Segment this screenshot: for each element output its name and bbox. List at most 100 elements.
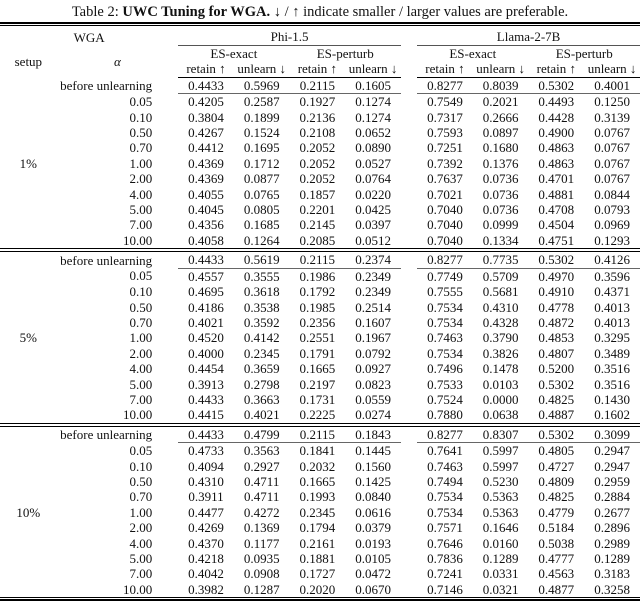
value-cell: 0.4433 (188, 391, 224, 407)
value-cell: 0.4711 (244, 489, 280, 505)
table-row: 0.10 0.3804 0.1899 0.2136 0.1274 0.7317 0.2666… (0, 110, 640, 125)
table-body: before unlearning 0.4433 0.5969 0.2115 0.160… (0, 77, 640, 597)
value-cell: 0.4887 (538, 407, 575, 423)
value-cell: 0.4520 (188, 330, 224, 346)
value-cell: 0.2349 (355, 284, 391, 300)
value-cell: 0.7534 (427, 299, 463, 315)
header-retain: retain ↑ (289, 61, 346, 78)
value-cell: 0.1967 (355, 330, 391, 346)
setup-cell (0, 171, 57, 186)
value-cell: 0.0638 (482, 407, 519, 423)
alpha-cell: 7.00 (129, 217, 153, 233)
value-cell: 0.4267 (188, 125, 224, 141)
value-cell: 0.4493 (538, 94, 575, 110)
group-gap-cell (401, 582, 417, 597)
value-cell: 0.7494 (427, 473, 463, 489)
value-cell: 0.4142 (243, 330, 280, 346)
value-cell: 0.0321 (482, 581, 519, 597)
value-cell: 0.2551 (299, 330, 336, 346)
value-cell: 0.4825 (538, 391, 575, 407)
group-gap-cell (401, 536, 417, 551)
alpha-cell: 7.00 (129, 391, 153, 407)
value-cell: 0.4504 (538, 217, 575, 233)
group-gap-cell (401, 77, 417, 93)
value-cell: 0.4310 (188, 473, 224, 489)
value-cell: 0.7251 (427, 140, 463, 156)
value-cell: 0.7534 (427, 489, 463, 505)
alpha-cell: 10.00 (122, 581, 153, 597)
value-cell: 0.8039 (472, 77, 529, 95)
alpha-cell: 10.00 (122, 407, 153, 423)
header-es-perturb-llama: ES-perturb (555, 46, 613, 61)
value-cell: 0.3982 (188, 581, 224, 597)
table-row: 0.50 0.4267 0.1524 0.2108 0.0652 0.7593 0.0897… (0, 125, 640, 140)
value-cell: 0.1791 (299, 345, 336, 361)
value-cell: 0.2927 (243, 458, 280, 474)
value-cell: 0.1841 (299, 443, 336, 459)
value-cell: 0.0877 (243, 171, 280, 187)
value-cell: 0.0000 (482, 391, 519, 407)
alpha-cell: 0.70 (129, 489, 153, 505)
value-cell: 0.3804 (188, 109, 224, 125)
value-cell: 0.2108 (299, 125, 336, 141)
table-row: 0.50 0.4186 0.3538 0.1985 0.2514 0.7534 0.4310… (0, 300, 640, 315)
value-cell: 0.5200 (538, 361, 575, 377)
value-cell: 0.0160 (482, 535, 519, 551)
value-cell: 0.0736 (482, 171, 519, 187)
value-cell: 0.1680 (482, 140, 519, 156)
header-retain: retain ↑ (417, 61, 473, 78)
value-cell: 0.2225 (299, 407, 336, 423)
value-cell: 0.5302 (528, 251, 585, 269)
results-table: WGA Phi-1.5 Llama-2-7B setup α ES-exact … (0, 29, 640, 597)
alpha-cell: 0.10 (129, 109, 153, 125)
value-cell: 0.7735 (472, 251, 529, 269)
table-row: 2.00 0.4269 0.1369 0.1794 0.0379 0.7571 0.1646… (0, 520, 640, 535)
value-cell: 0.4369 (188, 171, 224, 187)
setup-cell (0, 392, 57, 407)
alpha-cell: 0.50 (129, 125, 153, 141)
group-gap-cell (401, 520, 417, 535)
value-cell: 0.4013 (594, 299, 630, 315)
header-es-exact-llama: ES-exact (449, 46, 497, 61)
value-cell: 0.0840 (355, 489, 391, 505)
value-cell: 0.7040 (427, 232, 463, 248)
value-cell: 0.7549 (427, 94, 463, 110)
value-cell: 0.7392 (427, 155, 463, 171)
table-caption: Table 2: UWC Tuning for WGA. ↓ / ↑ indic… (0, 0, 640, 22)
header-retain: retain ↑ (178, 61, 234, 78)
value-cell: 0.1274 (355, 94, 391, 110)
value-cell: 0.0379 (355, 520, 391, 536)
alpha-cell: 0.10 (129, 284, 153, 300)
value-cell: 0.1274 (355, 109, 391, 125)
value-cell: 0.3295 (594, 330, 630, 346)
block-separator (0, 422, 640, 427)
table-row: 0.70 0.3911 0.4711 0.1993 0.0840 0.7534 0.5363… (0, 489, 640, 504)
value-cell: 0.1264 (243, 232, 280, 248)
value-cell: 0.5969 (233, 77, 290, 95)
value-cell: 0.0652 (355, 125, 391, 141)
caption-prefix: Table 2: (71, 4, 123, 20)
value-cell: 0.3596 (594, 268, 630, 284)
table-row: 7.00 0.4433 0.3663 0.1731 0.0559 0.7524 0.0000… (0, 392, 640, 407)
setup-cell (0, 443, 57, 459)
header-gap (401, 46, 417, 78)
alpha-cell: 0.05 (129, 442, 153, 458)
value-cell: 0.5997 (482, 458, 519, 474)
table-row: before unlearning 0.4433 0.5619 0.2115 0.237… (0, 251, 640, 269)
alpha-cell: 0.50 (129, 473, 153, 489)
value-cell: 0.2947 (594, 443, 630, 459)
value-cell: 0.5709 (482, 268, 519, 284)
table-row: 5.00 0.3913 0.2798 0.2197 0.0823 0.7533 0.0103… (0, 377, 640, 392)
value-cell: 0.0105 (355, 551, 391, 566)
table-row: 1% 1.00 0.4369 0.1712 0.2052 0.0527 0.7392 0.13… (0, 156, 640, 171)
value-cell: 0.1287 (243, 581, 280, 597)
value-cell: 0.4777 (538, 551, 575, 566)
value-cell: 0.7021 (427, 186, 463, 202)
value-cell: 0.2115 (289, 251, 346, 269)
value-cell: 0.2666 (482, 109, 519, 125)
table-header: WGA Phi-1.5 Llama-2-7B setup α ES-exact … (0, 29, 640, 78)
value-cell: 0.1727 (299, 566, 336, 582)
setup-cell (0, 217, 57, 232)
value-cell: 0.1695 (243, 140, 280, 156)
value-cell: 0.1430 (594, 391, 630, 407)
